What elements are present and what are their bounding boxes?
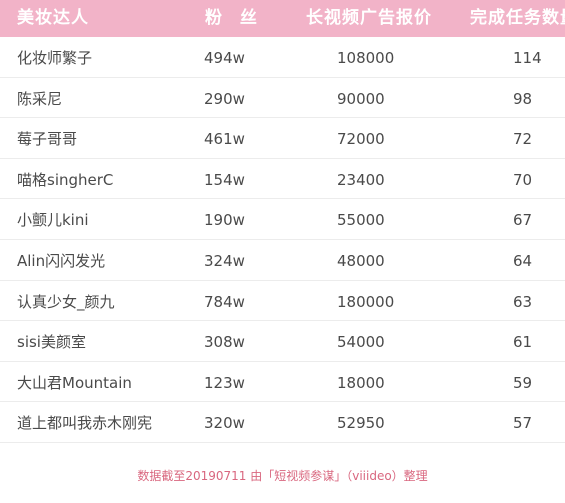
cell-name: 陈采尼	[17, 89, 63, 108]
cell-price: 72000	[337, 130, 385, 149]
cell-price: 48000	[337, 251, 385, 270]
header-fans: 粉 丝	[205, 8, 263, 28]
table-row: 道上都叫我赤木刚宪 320w 52950 57	[0, 402, 565, 443]
cell-price: 180000	[337, 292, 395, 311]
cell-tasks: 57	[513, 414, 533, 433]
table-row: 喵格singherC 154w 23400 70	[0, 159, 565, 200]
table-row: 化妆师繁子 494w 108000 114	[0, 37, 565, 78]
cell-name: 小颤儿kini	[17, 211, 89, 230]
cell-price: 18000	[337, 373, 385, 392]
ranking-table: 美妆达人 粉 丝 长视频广告报价 完成任务数量 化妆师繁子 494w 10800…	[0, 0, 565, 443]
cell-name: Alin闪闪发光	[17, 251, 106, 270]
cell-fans: 320w	[204, 414, 245, 433]
cell-price: 108000	[337, 49, 395, 67]
cell-tasks: 70	[513, 170, 533, 189]
cell-fans: 494w	[204, 49, 245, 67]
cell-price: 52950	[337, 414, 385, 433]
cell-fans: 154w	[204, 170, 245, 189]
cell-fans: 461w	[204, 130, 245, 149]
cell-tasks: 114	[513, 49, 542, 67]
table-row: 认真少女_颜九 784w 180000 63	[0, 281, 565, 322]
table-header: 美妆达人 粉 丝 长视频广告报价 完成任务数量	[0, 0, 565, 37]
table-body: 化妆师繁子 494w 108000 114 陈采尼 290w 90000 98 …	[0, 37, 565, 443]
header-price: 长视频广告报价	[306, 8, 432, 28]
cell-fans: 123w	[204, 373, 245, 392]
cell-fans: 290w	[204, 89, 245, 108]
header-tasks: 完成任务数量	[470, 8, 565, 28]
cell-name: 大山君Mountain	[17, 373, 132, 392]
cell-fans: 308w	[204, 333, 245, 352]
table-row: sisi美颜室 308w 54000 61	[0, 321, 565, 362]
cell-name: 道上都叫我赤木刚宪	[17, 414, 153, 433]
cell-fans: 190w	[204, 211, 245, 230]
cell-name: sisi美颜室	[17, 333, 86, 352]
cell-fans: 324w	[204, 251, 245, 270]
source-footnote: 数据截至20190711 由「短视频参谋」（viiideo）整理	[137, 469, 428, 483]
cell-name: 莓子哥哥	[17, 130, 78, 149]
cell-fans: 784w	[204, 292, 245, 311]
header-name: 美妆达人	[17, 8, 89, 28]
cell-tasks: 98	[513, 89, 533, 108]
cell-tasks: 67	[513, 211, 533, 230]
cell-name: 喵格singherC	[17, 170, 114, 189]
cell-name: 化妆师繁子	[17, 49, 93, 67]
cell-name: 认真少女_颜九	[17, 292, 115, 311]
cell-tasks: 59	[513, 373, 533, 392]
cell-tasks: 64	[513, 251, 533, 270]
table-row: 莓子哥哥 461w 72000 72	[0, 118, 565, 159]
table-row: 小颤儿kini 190w 55000 67	[0, 199, 565, 240]
cell-tasks: 61	[513, 333, 533, 352]
cell-price: 55000	[337, 211, 385, 230]
table-row: 大山君Mountain 123w 18000 59	[0, 362, 565, 403]
cell-price: 54000	[337, 333, 385, 352]
cell-tasks: 72	[513, 130, 533, 149]
cell-tasks: 63	[513, 292, 533, 311]
table-row: Alin闪闪发光 324w 48000 64	[0, 240, 565, 281]
table-row: 陈采尼 290w 90000 98	[0, 78, 565, 119]
cell-price: 90000	[337, 89, 385, 108]
cell-price: 23400	[337, 170, 385, 189]
